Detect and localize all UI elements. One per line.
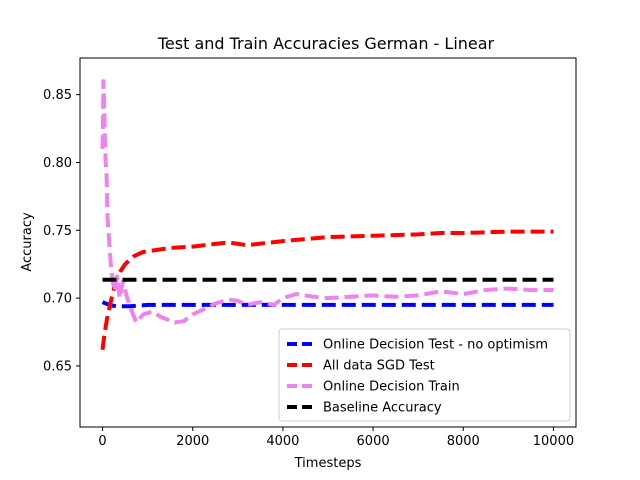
series-line-2 [100, 79, 554, 325]
y-tick-label-1: 0.70 [43, 292, 72, 307]
x-tick-label-5: 10000 [533, 434, 574, 449]
x-tick-label-3: 6000 [357, 434, 390, 449]
y-tick-label-4: 0.85 [43, 88, 72, 103]
legend-label-0: Online Decision Test - no optimism [323, 338, 548, 353]
y-tick-label-0: 0.65 [43, 359, 72, 374]
x-tick-label-4: 8000 [447, 434, 480, 449]
y-tick-label-3: 0.80 [43, 156, 72, 171]
chart-title: Test and Train Accuracies German - Linea… [157, 34, 495, 53]
x-axis-title: Timesteps [294, 456, 362, 471]
series-line-0 [101, 300, 554, 309]
legend: Online Decision Test - no optimism All da… [278, 328, 571, 422]
legend-label-1: All data SGD Test [323, 359, 435, 374]
legend-box [278, 328, 571, 422]
x-tick-label-1: 2000 [176, 434, 209, 449]
x-axis-ticks: 0 2000 4000 6000 8000 10000 [98, 427, 574, 449]
x-tick-label-0: 0 [98, 434, 106, 449]
y-axis-title: Accuracy [20, 212, 35, 272]
plot-frame [79, 57, 577, 428]
series-layer [100, 79, 554, 350]
x-tick-label-2: 4000 [266, 434, 299, 449]
legend-label-2: Online Decision Train [323, 380, 460, 395]
legend-label-3: Baseline Accuracy [323, 401, 442, 416]
y-axis-ticks: 0.65 0.70 0.75 0.80 0.85 [43, 88, 80, 374]
y-tick-label-2: 0.75 [43, 224, 72, 239]
